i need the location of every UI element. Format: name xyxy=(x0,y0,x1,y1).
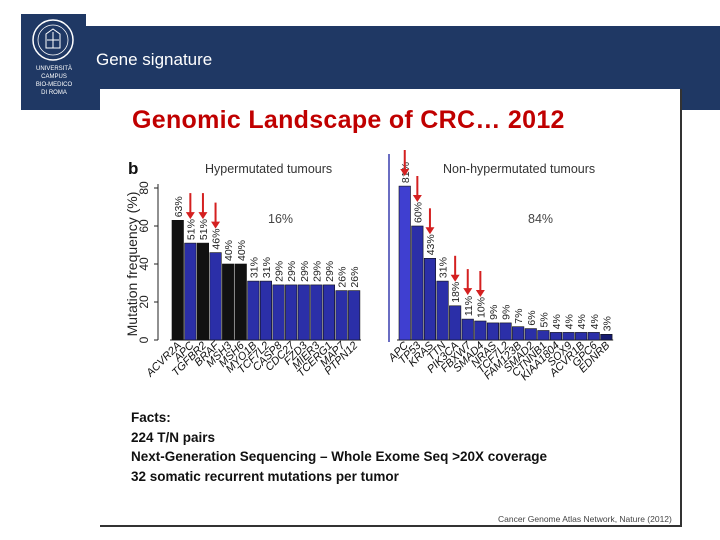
bar-value-label: 60% xyxy=(412,202,424,223)
bar-casp8 xyxy=(272,284,285,341)
bar-fbxw7 xyxy=(461,318,474,341)
bar-ctnnb1 xyxy=(537,330,550,341)
bar-tcf7l2 xyxy=(499,322,512,341)
group-header: Hypermutated tumours xyxy=(205,162,332,176)
bar-value-label: 29% xyxy=(311,261,323,282)
bar-value-label: 7% xyxy=(513,309,525,324)
bar-acvr2a xyxy=(171,220,184,341)
bar-value-label: 26% xyxy=(349,267,361,288)
red-arrow-icon xyxy=(475,290,485,297)
bar-pik3ca xyxy=(449,305,462,341)
bar-value-label: 9% xyxy=(488,305,500,320)
y-tick-label: 80 xyxy=(137,181,151,195)
y-tick-label: 0 xyxy=(137,336,151,343)
bar-fam123b xyxy=(512,326,525,341)
panel-label: b xyxy=(128,159,138,178)
red-arrow-icon xyxy=(211,221,221,229)
group-share-label: 84% xyxy=(528,212,553,226)
bar-apc xyxy=(184,242,197,341)
bar-value-label: 6% xyxy=(526,310,538,325)
bar-smad4 xyxy=(474,320,487,341)
university-logo: UNIVERSITÀ CAMPUS BIO-MEDICO DI ROMA xyxy=(21,14,86,110)
red-arrow-icon xyxy=(400,169,410,176)
red-arrow-icon xyxy=(198,212,208,220)
bar-ttn xyxy=(436,280,449,341)
bar-value-label: 51% xyxy=(185,219,197,240)
logo-text-line: BIO-MEDICO xyxy=(35,82,73,88)
bar-tcerg1 xyxy=(322,284,335,341)
bar-fzd3 xyxy=(297,284,310,341)
figure-citation: Cancer Genome Atlas Network, Nature (201… xyxy=(498,514,672,524)
y-tick-label: 40 xyxy=(137,257,151,271)
bar-value-label: 10% xyxy=(475,297,487,318)
bar-tp53 xyxy=(411,225,424,341)
mutation-frequency-chart: b Mutation frequency (%)0 20 40 60 80 Hypermut… xyxy=(124,150,613,383)
bar-ednrb xyxy=(600,334,613,341)
bar-smad2 xyxy=(524,328,537,341)
bar-nras xyxy=(486,322,500,341)
facts-block: Facts: 224 T/N pairs Next-Generation Seq… xyxy=(131,408,547,486)
bar-kras xyxy=(423,258,437,341)
fact-line: Next-Generation Sequencing – Whole Exome… xyxy=(131,449,548,464)
group-share-label: 16% xyxy=(268,212,293,226)
bar-value-label: 29% xyxy=(286,261,298,282)
bar-braf xyxy=(209,252,222,341)
bar-value-label: 4% xyxy=(551,314,563,329)
bar-value-label: 4% xyxy=(589,314,601,329)
red-arrow-icon xyxy=(185,212,195,220)
bar-value-label: 5% xyxy=(538,312,550,327)
bar-value-label: 9% xyxy=(501,305,513,320)
y-tick-label: 20 xyxy=(137,295,151,309)
logo-text-line: CAMPUS xyxy=(41,74,67,80)
figure-title: Genomic Landscape of CRC… 2012 xyxy=(132,106,565,134)
bar-tgfbr2 xyxy=(196,242,209,341)
bar-value-label: 31% xyxy=(261,257,273,278)
bar-value-label: 29% xyxy=(299,261,311,282)
bar-map7 xyxy=(335,290,348,341)
red-arrow-icon xyxy=(463,288,473,296)
bar-tcf7l2 xyxy=(259,280,272,341)
bar-value-label: 29% xyxy=(324,261,336,282)
university-seal-icon xyxy=(32,19,74,61)
bar-apc xyxy=(398,185,411,341)
bar-value-label: 63% xyxy=(173,196,185,217)
bar-value-label: 31% xyxy=(438,257,450,278)
red-arrow-icon xyxy=(425,227,435,235)
bar-kiaa1804 xyxy=(549,332,563,341)
y-tick-label: 60 xyxy=(137,219,151,233)
bar-value-label: 4% xyxy=(564,314,576,329)
slide-title: Gene signature xyxy=(96,50,213,69)
bar-value-label: 51% xyxy=(198,219,210,240)
bar-sox9 xyxy=(562,332,575,341)
fact-line: 32 somatic recurrent mutations per tumor xyxy=(131,468,399,484)
bar-value-label: 40% xyxy=(236,240,248,261)
bar-msh6 xyxy=(234,263,247,341)
bar-cdc27 xyxy=(285,284,298,341)
bar-ptpn12 xyxy=(348,290,361,341)
bar-value-label: 29% xyxy=(274,261,286,282)
red-arrow-icon xyxy=(450,274,460,282)
fact-line: 224 T/N pairs xyxy=(131,429,216,445)
group-header: Non-hypermutated tumours xyxy=(443,162,595,176)
bar-value-label: 26% xyxy=(337,267,349,288)
bar-value-label: 31% xyxy=(248,257,260,278)
logo-text-line: DI ROMA xyxy=(41,90,67,96)
bar-mier3 xyxy=(310,284,323,341)
bar-myo1b xyxy=(247,280,260,341)
red-arrow-icon xyxy=(412,195,422,202)
bar-value-label: 18% xyxy=(450,282,462,303)
bar-value-label: 4% xyxy=(576,314,588,329)
logo-text-line: UNIVERSITÀ xyxy=(35,66,72,72)
bar-value-label: 40% xyxy=(223,240,235,261)
bar-value-label: 3% xyxy=(601,316,613,331)
bar-msh3 xyxy=(222,263,235,341)
bar-value-label: 43% xyxy=(425,234,437,255)
y-axis-label: Mutation frequency (%) xyxy=(124,192,140,337)
bar-value-label: 11% xyxy=(463,296,475,316)
bar-acvr1b xyxy=(575,332,588,341)
facts-heading: Facts: xyxy=(131,410,171,425)
bar-gpc6 xyxy=(587,332,600,341)
bar-value-label: 46% xyxy=(211,229,223,250)
